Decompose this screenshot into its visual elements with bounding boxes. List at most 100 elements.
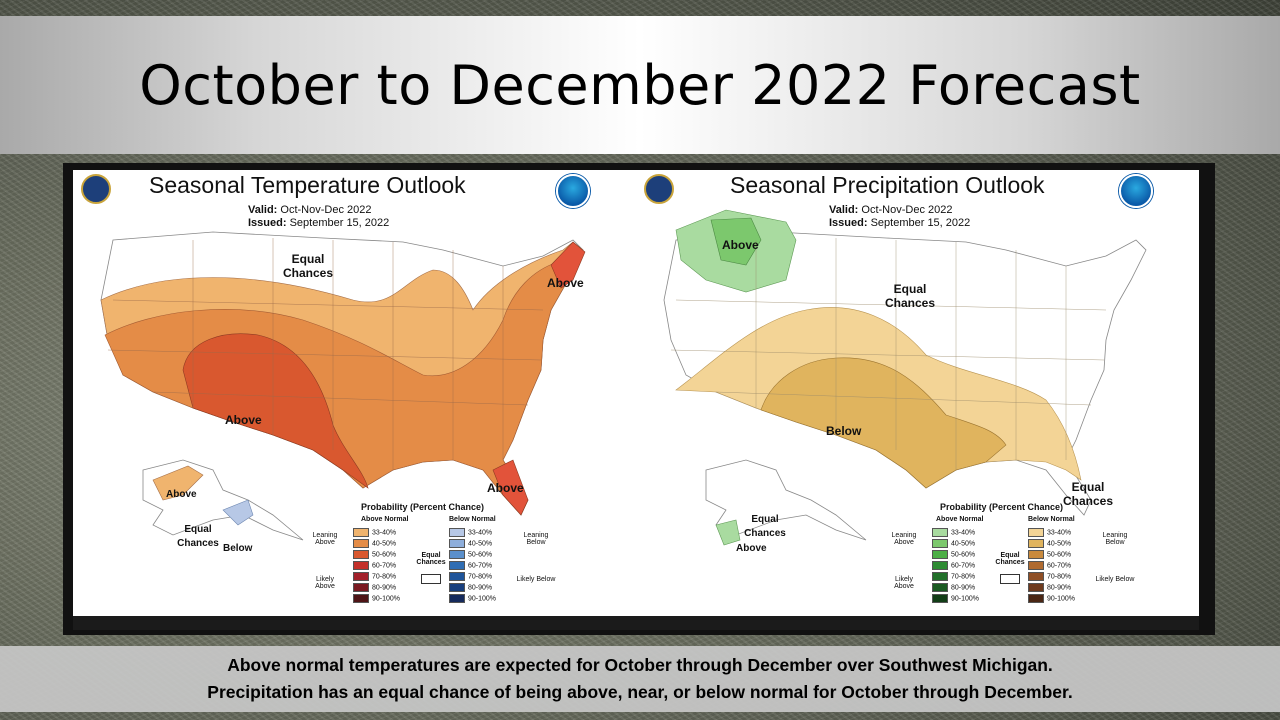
temperature-above-legend-range: 50-60% (372, 551, 397, 559)
precipitation-below-legend-range: 90-100% (1047, 595, 1076, 603)
temperature-above-legend-range: 90-100% (372, 595, 401, 603)
title-banner: October to December 2022 Forecast (0, 16, 1280, 154)
precipitation-outlook-panel: Seasonal Precipitation Outlook Valid: Oc… (636, 170, 1199, 616)
temperature-above-legend-range: 70-80% (372, 573, 397, 581)
temperature-below-legend-swatch (449, 594, 465, 603)
precipitation-above-legend-row: 50-60% (932, 550, 979, 561)
temperature-above-legend-swatch (353, 528, 369, 537)
temperature-above-legend-range: 80-90% (372, 584, 397, 592)
precipitation-above-legend-range: 50-60% (951, 551, 976, 559)
label-above-alaska: Above (736, 543, 767, 554)
precipitation-below-legend-swatch (1028, 550, 1044, 559)
temperature-below-legend-row: 60-70% (449, 561, 496, 572)
temperature-below-legend-row: 40-50% (449, 539, 496, 550)
precipitation-dry-region (760, 357, 1007, 489)
state-lines (107, 238, 544, 470)
temperature-below-legend-row: 33-40% (449, 528, 496, 539)
precipitation-below-legend-range: 60-70% (1047, 562, 1072, 570)
alaska-outline (705, 459, 867, 541)
precipitation-below-legend-swatch (1028, 539, 1044, 548)
temperature-below-legend-range: 50-60% (468, 551, 493, 559)
precipitation-below-legend-swatch (1028, 572, 1044, 581)
caption-line-2: Precipitation has an equal chance of bei… (207, 682, 1073, 702)
temperature-below-legend-row: 80-90% (449, 583, 496, 594)
label-equal-chances-southeast: Equal Chances (1062, 480, 1114, 508)
precipitation-legend-above-swatches: 33-40% 40-50% 50-60% 60-70% 70-80% 80-90% 90-1… (932, 528, 979, 605)
temperature-legend-above-swatches: 33-40% 40-50% 50-60% 60-70% 70-80% 80-90% 90-1… (353, 528, 400, 605)
temperature-below-legend-swatch (449, 550, 465, 559)
precipitation-above-legend-range: 33-40% (951, 529, 976, 537)
temperature-below-legend-swatch (449, 528, 465, 537)
temperature-above-legend-row: 70-80% (353, 572, 400, 583)
temperature-above-legend-row: 33-40% (353, 528, 400, 539)
alaska-above-region (152, 465, 204, 501)
label-below-alaska: Below (223, 543, 253, 554)
caption-line-1: Above normal temperatures are expected f… (227, 655, 1053, 675)
precipitation-above-legend-row: 80-90% (932, 583, 979, 594)
temperature-above-legend-swatch (353, 550, 369, 559)
label-above-northwest: Above (722, 238, 759, 252)
precipitation-below-legend-row: 50-60% (1028, 550, 1075, 561)
precipitation-above-legend-row: 33-40% (932, 528, 979, 539)
temperature-above-legend-row: 80-90% (353, 583, 400, 594)
precipitation-valid-issued: Valid: Oct-Nov-Dec 2022 Issued: Septembe… (829, 204, 971, 229)
precipitation-above-legend-swatch (932, 594, 948, 603)
label-below-south: Below (826, 424, 862, 438)
temperature-florida-strong (492, 459, 529, 516)
label-equal-chances: Equal Chances (282, 252, 334, 280)
temperature-below-legend-range: 33-40% (468, 529, 493, 537)
precipitation-below-legend-swatch (1028, 561, 1044, 570)
temperature-above-legend-swatch (353, 583, 369, 592)
maps-image: Seasonal Temperature Outlook Valid: Oct-… (73, 170, 1199, 616)
temperature-map (100, 231, 586, 541)
precipitation-above-legend-range: 40-50% (951, 540, 976, 548)
temperature-valid-issued: Valid: Oct-Nov-Dec 2022 Issued: Septembe… (248, 204, 390, 229)
precipitation-below-legend-row: 40-50% (1028, 539, 1075, 550)
temperature-below-legend-swatch (449, 583, 465, 592)
precipitation-below-legend-swatch (1028, 528, 1044, 537)
precipitation-map (663, 209, 1147, 546)
precipitation-below-legend-range: 40-50% (1047, 540, 1072, 548)
precipitation-legend-below-swatches: 33-40% 40-50% 50-60% 60-70% 70-80% 80-90% 90-1… (1028, 528, 1075, 605)
embedded-taskbar (73, 616, 1199, 630)
precipitation-above-legend-range: 90-100% (951, 595, 980, 603)
precipitation-above-legend-range: 70-80% (951, 573, 976, 581)
label-above-southwest: Above (225, 413, 262, 427)
precipitation-outlook-title: Seasonal Precipitation Outlook (730, 172, 1045, 198)
precipitation-below-legend-row: 70-80% (1028, 572, 1075, 583)
temperature-above-legend-swatch (353, 594, 369, 603)
temperature-below-legend-range: 60-70% (468, 562, 493, 570)
temperature-above-legend-row: 50-60% (353, 550, 400, 561)
precipitation-below-legend-range: 70-80% (1047, 573, 1072, 581)
precipitation-below-legend-row: 33-40% (1028, 528, 1075, 539)
temperature-below-legend-range: 80-90% (468, 584, 493, 592)
temperature-above-legend-swatch (353, 539, 369, 548)
label-equal-chances-alaska: Equal Chances (744, 514, 786, 539)
precipitation-below-legend-range: 33-40% (1047, 529, 1072, 537)
precipitation-above-legend-row: 40-50% (932, 539, 979, 550)
precipitation-above-legend-range: 60-70% (951, 562, 976, 570)
precipitation-above-legend-row: 90-100% (932, 594, 979, 605)
alaska-above-region (715, 519, 741, 546)
caption-box: Above normal temperatures are expected f… (0, 646, 1280, 712)
temperature-above-legend-range: 40-50% (372, 540, 397, 548)
label-above-northeast: Above (547, 276, 584, 290)
noaa-logo-icon (1119, 174, 1153, 208)
temperature-above-legend-swatch (353, 572, 369, 581)
temperature-above-legend-swatch (353, 561, 369, 570)
precipitation-above-legend-swatch (932, 550, 948, 559)
precipitation-above-legend-range: 80-90% (951, 584, 976, 592)
commerce-seal-icon (81, 174, 111, 204)
temperature-below-legend-range: 70-80% (468, 573, 493, 581)
temperature-below-legend-swatch (449, 561, 465, 570)
temperature-northeast-strong (550, 241, 586, 289)
temperature-above-legend-range: 33-40% (372, 529, 397, 537)
precipitation-above-legend-swatch (932, 528, 948, 537)
temperature-below-legend-row: 50-60% (449, 550, 496, 561)
precipitation-below-legend-range: 80-90% (1047, 584, 1072, 592)
temperature-below-legend-row: 90-100% (449, 594, 496, 605)
equal-chances-swatch (1000, 574, 1020, 584)
temperature-above-legend-row: 60-70% (353, 561, 400, 572)
alaska-below-region (222, 499, 254, 526)
temperature-above-legend-row: 40-50% (353, 539, 400, 550)
